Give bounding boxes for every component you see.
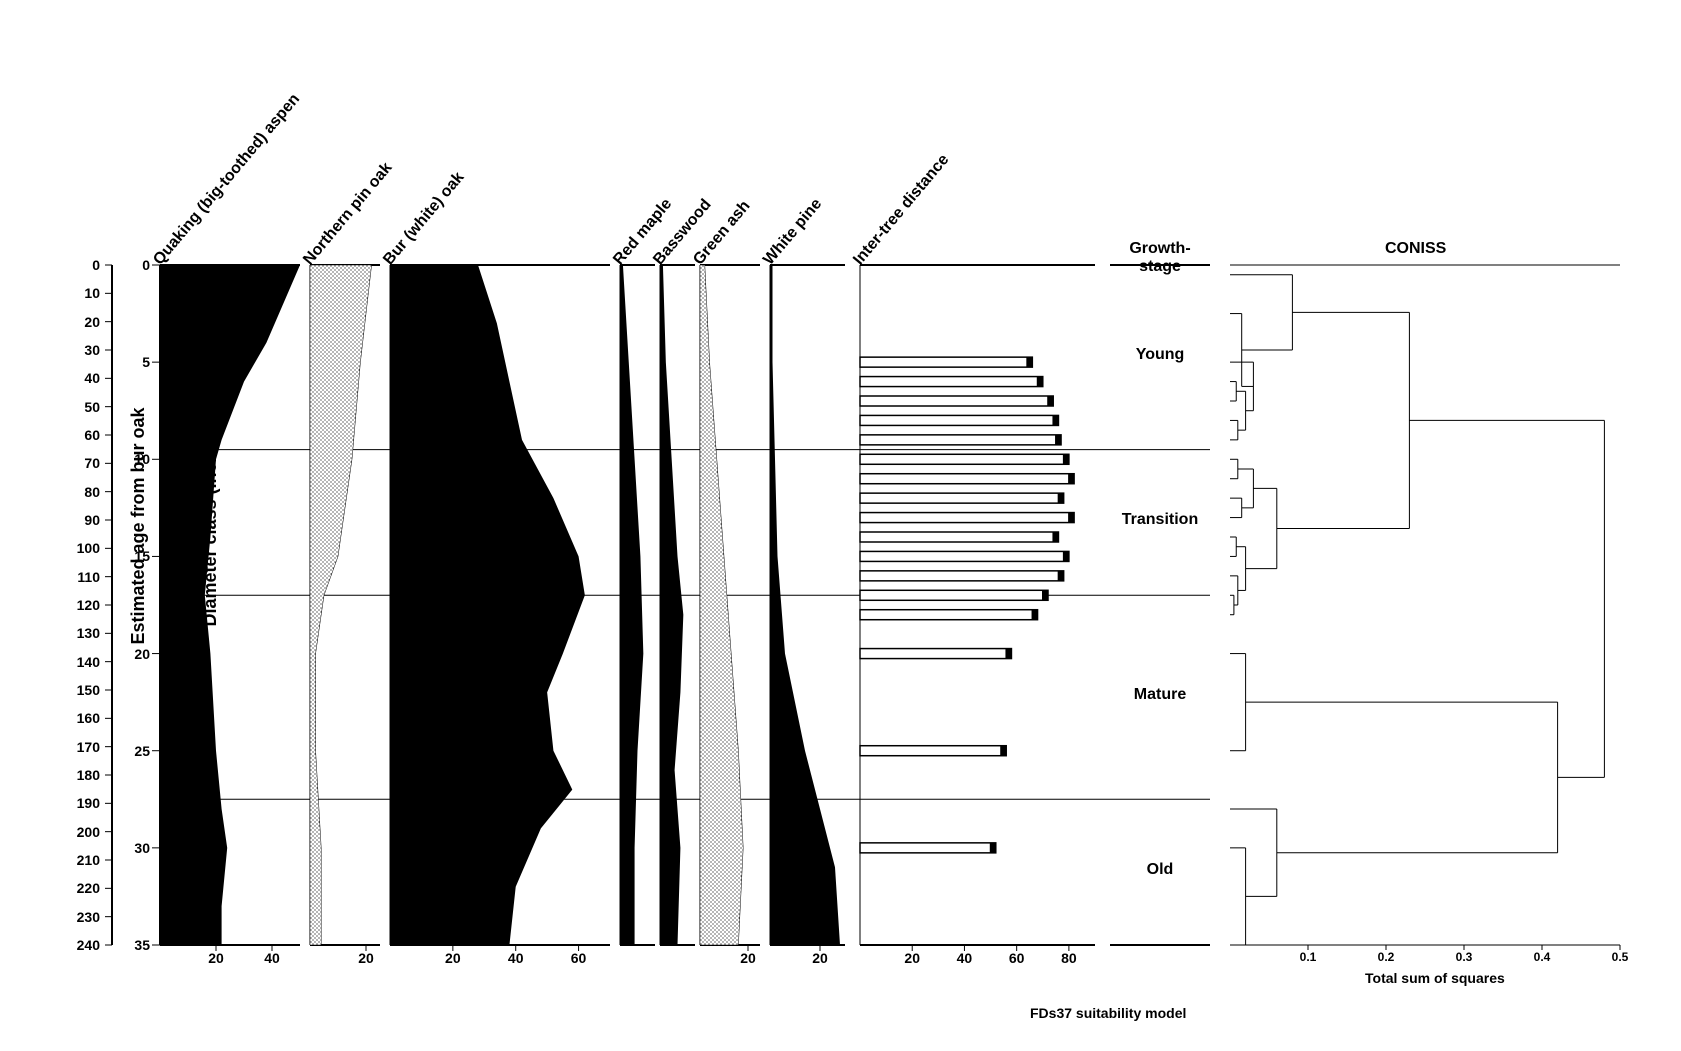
coniss-header: CONISS (1385, 240, 1446, 258)
footer-label: FDs37 suitability model (1030, 1005, 1186, 1021)
y-tick-diam: 10 (120, 451, 150, 467)
y-tick-age: 90 (60, 512, 100, 528)
x-tick: 60 (1009, 950, 1025, 966)
y-axis-age-label: Estimated age from bur oak (128, 407, 149, 644)
y-tick-diam: 25 (120, 743, 150, 759)
y-tick-age: 50 (60, 399, 100, 415)
y-tick-age: 130 (60, 625, 100, 641)
x-tick: 40 (957, 950, 973, 966)
growth-stage-Transition: Transition (1110, 511, 1210, 529)
y-tick-age: 30 (60, 342, 100, 358)
coniss-xtick: 0.3 (1456, 950, 1473, 964)
growth-stage-Young: Young (1110, 346, 1210, 364)
chart-container: Estimated age from bur oak Diameter clas… (20, 20, 1661, 1031)
plot-area: 0102030405060708090100110120130140150160… (160, 265, 1640, 945)
y-tick-age: 180 (60, 767, 100, 783)
x-tick: 40 (508, 950, 524, 966)
y-tick-age: 220 (60, 880, 100, 896)
x-tick: 20 (445, 950, 461, 966)
coniss-xtick: 0.2 (1378, 950, 1395, 964)
y-tick-diam: 5 (120, 354, 150, 370)
x-tick: 20 (358, 950, 374, 966)
growth-stage-header: Growth-stage (1110, 240, 1210, 276)
growth-stage-Mature: Mature (1110, 686, 1210, 704)
main-svg (160, 235, 1640, 995)
x-tick: 60 (571, 950, 587, 966)
y-tick-age: 20 (60, 314, 100, 330)
x-tick: 20 (904, 950, 920, 966)
y-tick-diam: 30 (120, 840, 150, 856)
y-tick-age: 160 (60, 710, 100, 726)
y-tick-age: 190 (60, 795, 100, 811)
x-tick: 20 (208, 950, 224, 966)
y-tick-age: 230 (60, 909, 100, 925)
y-tick-age: 70 (60, 455, 100, 471)
coniss-xtick: 0.5 (1612, 950, 1629, 964)
y-tick-age: 150 (60, 682, 100, 698)
y-tick-age: 40 (60, 370, 100, 386)
y-tick-age: 240 (60, 937, 100, 953)
x-tick: 20 (740, 950, 756, 966)
y-tick-age: 120 (60, 597, 100, 613)
x-tick: 20 (812, 950, 828, 966)
x-tick: 40 (264, 950, 280, 966)
y-tick-diam: 0 (120, 257, 150, 273)
coniss-xtick: 0.1 (1300, 950, 1317, 964)
y-tick-age: 170 (60, 739, 100, 755)
coniss-xtick: 0.4 (1534, 950, 1551, 964)
y-tick-diam: 15 (120, 548, 150, 564)
y-tick-age: 10 (60, 285, 100, 301)
y-tick-age: 140 (60, 654, 100, 670)
y-tick-age: 110 (60, 569, 100, 585)
y-tick-age: 200 (60, 824, 100, 840)
y-tick-diam: 20 (120, 646, 150, 662)
y-tick-age: 80 (60, 484, 100, 500)
y-tick-age: 100 (60, 540, 100, 556)
x-tick: 80 (1061, 950, 1077, 966)
y-tick-age: 210 (60, 852, 100, 868)
y-tick-age: 0 (60, 257, 100, 273)
coniss-xlabel: Total sum of squares (1365, 970, 1505, 986)
y-tick-age: 60 (60, 427, 100, 443)
growth-stage-Old: Old (1110, 861, 1210, 879)
y-tick-diam: 35 (120, 937, 150, 953)
